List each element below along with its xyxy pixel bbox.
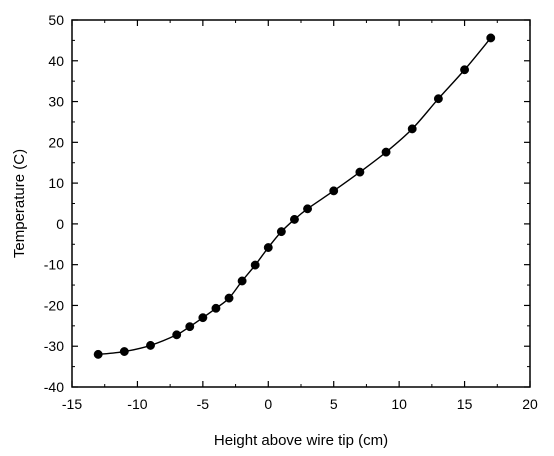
y-axis-label: Temperature (C) [11,149,28,258]
temperature-data-point [381,147,391,157]
temperature-data-point [290,214,299,224]
x-tick-label: -15 [62,396,82,412]
y-tick-label: -20 [44,297,64,313]
plot-frame [71,19,531,388]
x-tick-label: 0 [264,396,272,412]
temperature-data-point [185,322,195,332]
temperature-data-point [460,65,470,75]
temperature-data-point [93,349,103,359]
temperature-data-point [146,340,155,350]
temperature-data-point [407,124,417,134]
x-tick-label: -10 [127,396,147,412]
temperature-series-line [98,37,492,356]
y-tick-label: 50 [48,12,64,28]
temperature-data-point [198,313,208,323]
plot-layer [71,19,531,388]
x-tick-label: -5 [197,396,210,412]
temperature-data-point [433,94,443,104]
temperature-data-point [237,276,247,286]
y-tick-label: 40 [48,53,64,69]
temperature-data-point [172,330,182,340]
y-tick-label: 0 [56,216,64,232]
label-layer: Height above wire tip (cm) Temperature (… [11,149,388,449]
y-tick-label: -10 [44,257,64,273]
y-tick-label: -40 [44,379,64,395]
temperature-data-point [263,243,273,252]
temperature-data-point [303,204,312,214]
x-tick-label: 5 [330,396,338,412]
x-axis-label: Height above wire tip (cm) [214,432,388,449]
temperature-data-point [119,347,129,356]
temperature-data-point [276,227,286,237]
x-tick-label: 10 [391,396,407,412]
temperature-data-point [250,260,260,270]
y-tick-label: -30 [44,338,64,354]
temperature-data-point [355,167,365,177]
temperature-data-point [211,303,221,313]
temperature-data-point [329,186,339,196]
x-tick-label: 20 [522,396,538,412]
y-tick-label: 30 [48,94,64,110]
y-tick-label: 10 [48,175,64,191]
temperature-data-point [486,33,496,43]
x-tick-label: 15 [457,396,473,412]
y-tick-label: 20 [48,134,64,150]
temperature-data-point [224,293,234,303]
tick-layer: -15 -10 -5 0 5 10 15 20 -40 -30 -20 -10 0 10 20 30 40 50 [44,12,538,412]
